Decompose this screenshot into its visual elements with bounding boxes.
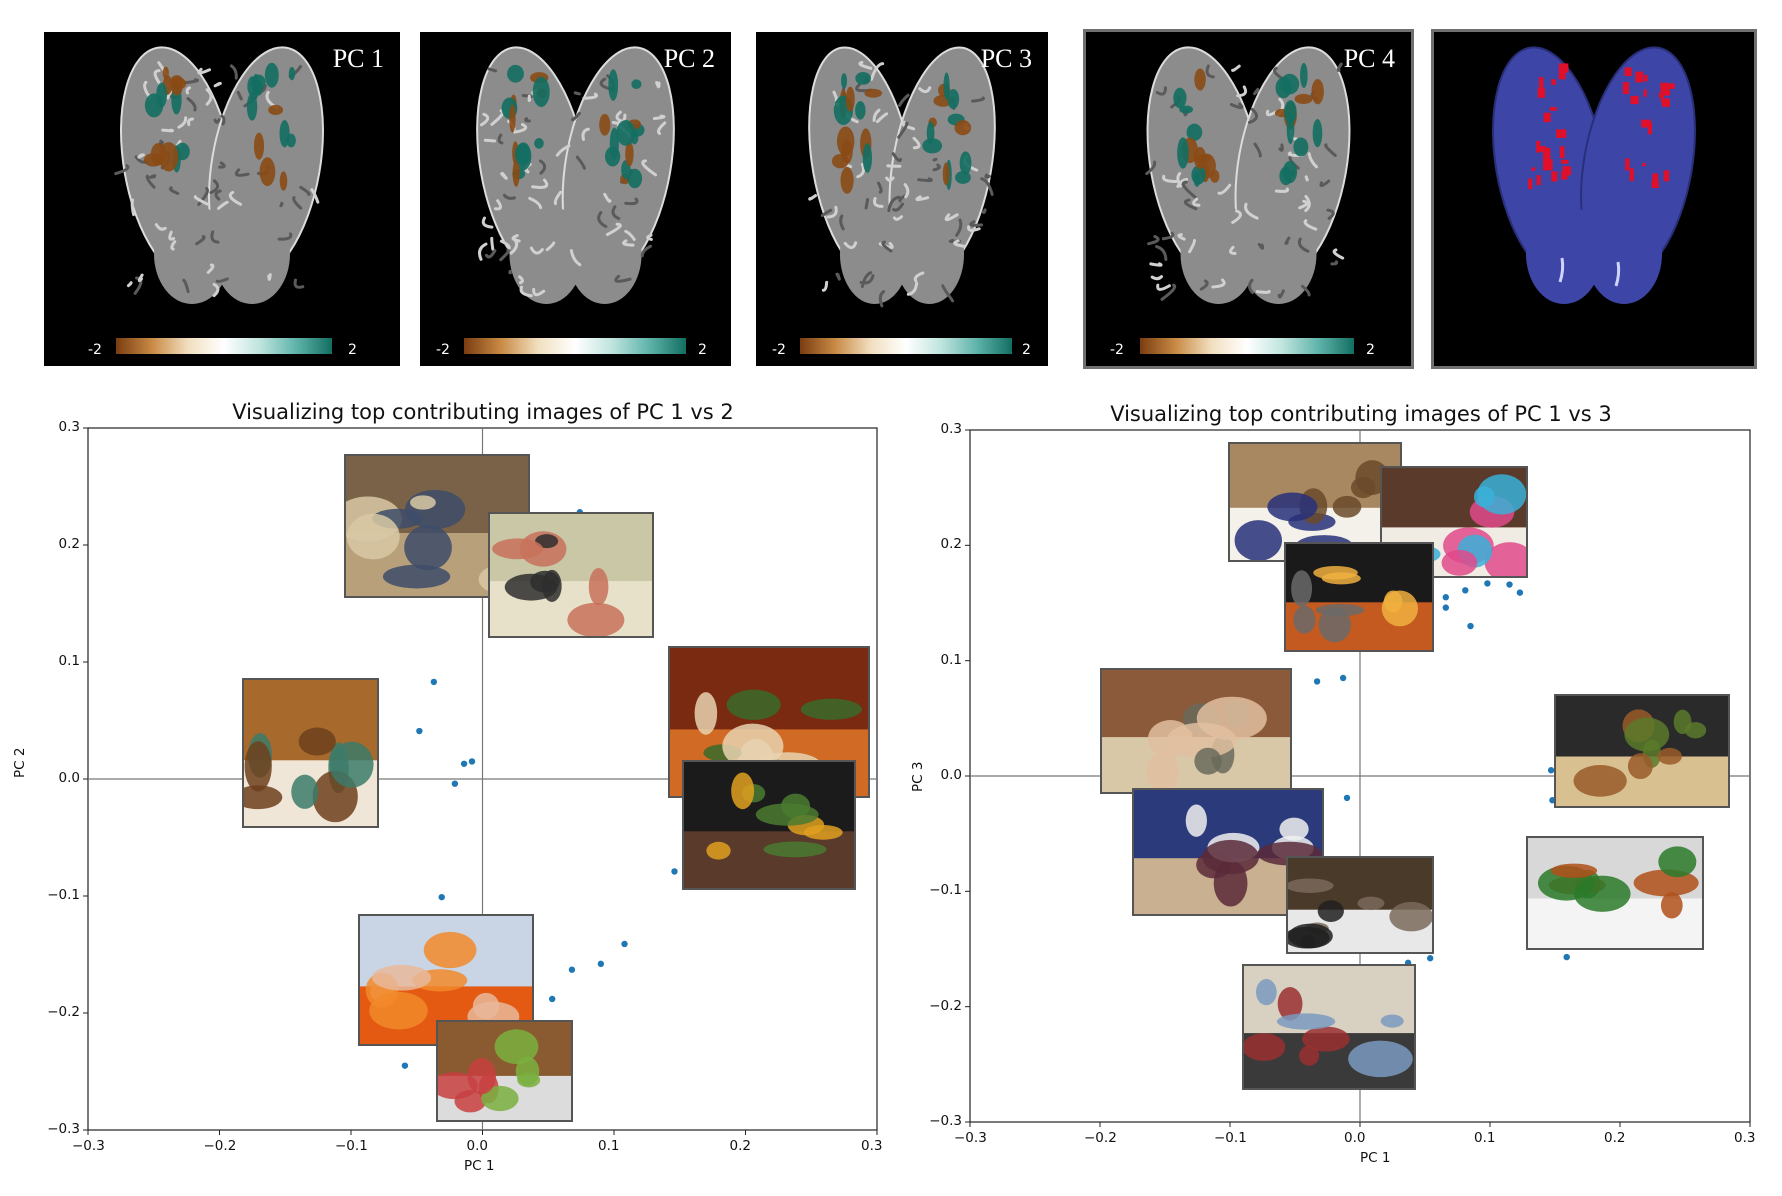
scatter-point (1339, 674, 1347, 682)
y-tick-label: −0.1 (47, 887, 80, 903)
x-tick-label: 0.2 (1604, 1130, 1626, 1146)
x-axis-label: PC 1 (1360, 1150, 1391, 1166)
scatter-point (468, 758, 476, 765)
x-tick-label: 0.3 (861, 1138, 883, 1154)
chefs-kitchen-thumb (1286, 856, 1434, 954)
x-tick-label: 0.3 (1734, 1130, 1756, 1146)
colorbar-max-label: 2 (1022, 342, 1031, 358)
brain-surface-image (1145, 46, 1351, 304)
plot-title: Visualizing top contributing images of P… (1110, 402, 1612, 426)
scatter-point (1547, 767, 1555, 774)
x-tick-label: −0.1 (335, 1138, 368, 1154)
colorbar-max-label: 2 (1366, 342, 1375, 358)
scatter-point (1484, 580, 1491, 587)
y-tick-label: 0.1 (940, 651, 962, 668)
roasting-tray-thumb (682, 760, 856, 890)
scatter-plot-pc1-vs-pc3: Visualizing top contributing images of P… (888, 392, 1782, 1182)
x-tick-label: 0.0 (466, 1138, 488, 1154)
colorbar-min-label: -2 (88, 342, 102, 358)
donuts-thumb (1380, 466, 1528, 578)
scatter-point (597, 960, 605, 968)
group-table-thumb (1242, 964, 1416, 1090)
curry-plate-thumb (1526, 836, 1704, 950)
woman-in-kitchen-thumb (242, 678, 379, 828)
brain-panel-roi (1434, 32, 1754, 366)
y-tick-label: −0.3 (47, 1121, 80, 1137)
brain-surface-image (114, 46, 324, 304)
colorbar-max-label: 2 (698, 342, 707, 358)
brain-panel-pc1: PC 1 -2 2 (44, 32, 400, 366)
panel-label: PC 1 (332, 44, 384, 73)
brain-surface-image (476, 46, 675, 304)
panel-label: PC 4 (1343, 44, 1395, 73)
colorbar-min-label: -2 (436, 342, 450, 358)
y-tick-label: 0.0 (940, 767, 962, 783)
scatter-point (1442, 604, 1449, 611)
colorbar (464, 338, 686, 354)
y-tick-label: 0.2 (58, 536, 80, 552)
brain-panel-pc2: PC 2 -2 2 (420, 32, 731, 366)
brain-surface-image (808, 46, 996, 308)
x-tick-label: −0.2 (203, 1138, 237, 1154)
scatter-point (430, 678, 438, 686)
roi-brain-render (1492, 46, 1696, 304)
fruit-bowl-thumb (436, 1020, 573, 1122)
scatter-point (1343, 794, 1351, 802)
scatter-plot-pc1-vs-pc2: Visualizing top contributing images of P… (0, 392, 883, 1182)
scatter-point (1313, 678, 1321, 685)
hallway-kitchen-thumb (488, 512, 654, 638)
scatter-point (621, 940, 628, 948)
x-tick-label: 0.2 (729, 1138, 751, 1154)
x-tick-label: −0.1 (1214, 1130, 1247, 1146)
scatter-point (671, 868, 678, 875)
x-tick-label: 0.1 (598, 1138, 620, 1154)
y-tick-label: −0.2 (47, 1004, 80, 1020)
panel-label: PC 3 (980, 44, 1032, 73)
colorbar-min-label: -2 (772, 342, 786, 358)
colorbar-max-label: 2 (348, 342, 357, 358)
pizza-thumb (1554, 694, 1730, 808)
scatter-point (1467, 622, 1474, 630)
y-tick-label: 0.1 (58, 653, 80, 669)
scatter-point (1462, 587, 1469, 594)
scatter-point (568, 966, 576, 973)
x-tick-label: −0.3 (72, 1138, 105, 1154)
scatter-point (1427, 955, 1434, 962)
panel-label: PC 2 (663, 44, 715, 73)
colorbar (800, 338, 1012, 354)
y-tick-label: 0.3 (58, 419, 80, 435)
x-axis-label: PC 1 (464, 1158, 495, 1174)
scatter-point (1442, 594, 1449, 601)
y-axis-label: PC 3 (910, 761, 926, 792)
colorbar (1140, 338, 1354, 354)
y-tick-label: −0.3 (929, 1113, 962, 1129)
scatter-point (438, 893, 445, 901)
scatter-point (1516, 589, 1524, 596)
man-eating-thumb (1100, 668, 1292, 794)
x-tick-label: 0.1 (1474, 1130, 1496, 1146)
scatter-point (548, 995, 556, 1003)
scatter-point (416, 727, 423, 735)
scatter-point (451, 780, 459, 787)
wedding-cake-thumb (1228, 442, 1402, 562)
scatter-point (1563, 953, 1570, 961)
scatter-point (460, 760, 468, 767)
y-tick-label: 0.2 (940, 536, 962, 553)
y-axis-label: PC 2 (12, 747, 28, 778)
x-tick-label: 0.0 (1344, 1130, 1366, 1146)
y-tick-label: 0.3 (940, 421, 962, 437)
colorbar (116, 338, 332, 354)
plot-title: Visualizing top contributing images of P… (232, 400, 734, 424)
y-tick-label: −0.1 (929, 882, 962, 899)
x-tick-label: −0.2 (1084, 1130, 1117, 1146)
brain-panel-pc3: PC 3 -2 2 (756, 32, 1048, 366)
y-tick-label: 0.0 (58, 770, 80, 786)
pizza-oven-thumb (1284, 542, 1434, 652)
scatter-point (401, 1062, 409, 1069)
brain-panel-pc4: PC 4 -2 2 (1086, 32, 1411, 366)
colorbar-min-label: -2 (1110, 342, 1124, 358)
y-tick-label: −0.2 (929, 997, 962, 1014)
scatter-point (1506, 581, 1513, 588)
x-tick-label: −0.3 (954, 1130, 987, 1146)
